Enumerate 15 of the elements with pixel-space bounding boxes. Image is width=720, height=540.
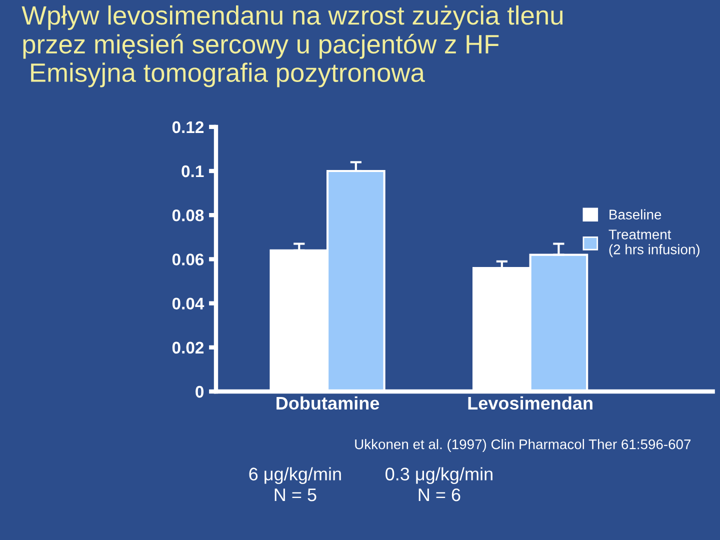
- text: 0.3 μg/kg/min N = 6: [386, 467, 492, 502]
- legend-label: Treatment (2 hrs infusion): [608, 230, 700, 258]
- chart-title: Wpływ levosimendanu na wzrost zużycia tlenu przez mięsień sercowy u pacjentów z HF Emisyjna tomografia pozytronowa: [22, 5, 563, 88]
- legend-label: Baseline: [610, 209, 662, 220]
- y-tick-label: 0.02: [172, 342, 204, 354]
- y-tick-label: 0.08: [172, 210, 204, 222]
- x-tick-label: Levosimendan: [468, 396, 592, 410]
- y-tick-label: 0: [196, 386, 204, 398]
- text: Ukkonen et al. (1997) Clin Pharmacol Ther 61:596-607: [355, 439, 691, 452]
- y-tick-label: 0.04: [172, 298, 204, 310]
- y-tick-label: 0.06: [172, 254, 204, 266]
- x-tick-label: Dobutamine: [276, 396, 380, 410]
- y-tick-label: 0.12: [172, 121, 204, 134]
- text: 6 μg/kg/min N = 5: [249, 467, 341, 502]
- y-tick-label: 0.1: [182, 165, 204, 178]
